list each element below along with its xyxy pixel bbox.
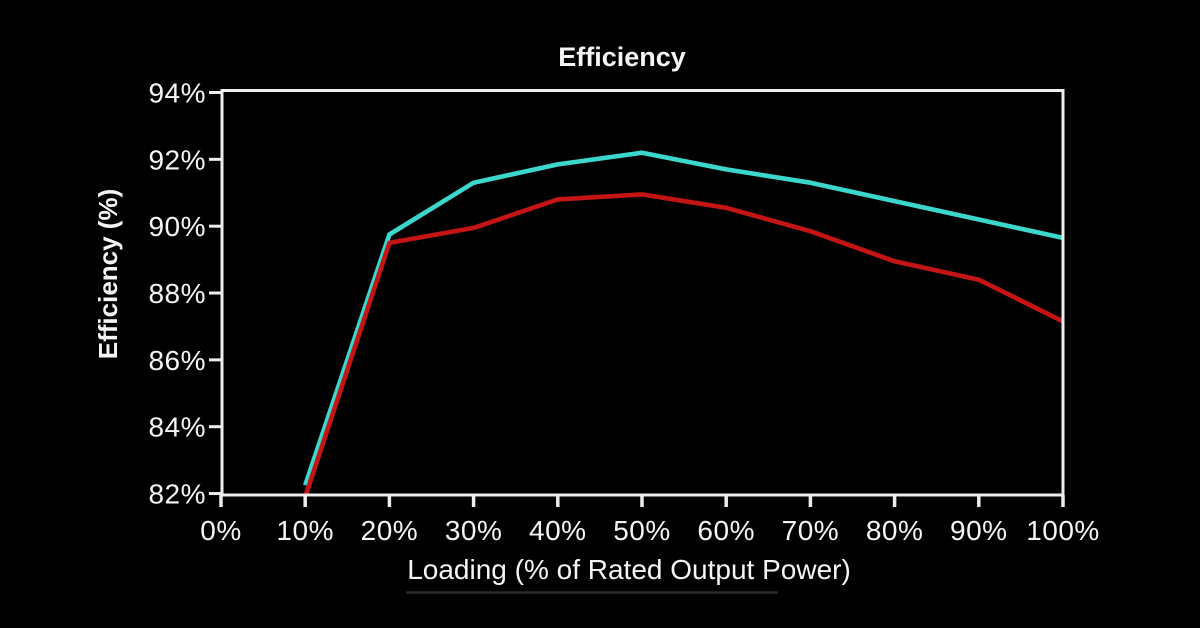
x-tick-label: 40%: [529, 515, 587, 546]
x-axis-title: Loading (% of Rated Output Power): [407, 554, 851, 585]
x-tick-label: 60%: [697, 515, 755, 546]
x-tick-label: 90%: [950, 515, 1008, 546]
x-tick-label: 10%: [276, 515, 334, 546]
y-tick-label: 92%: [148, 144, 206, 175]
series-group: [303, 150, 1065, 495]
x-tick-label: 0%: [200, 515, 241, 546]
x-tick-label: 50%: [613, 515, 671, 546]
y-tick-label: 86%: [148, 345, 206, 376]
y-tick-label: 90%: [148, 211, 206, 242]
x-tick-label: 20%: [361, 515, 419, 546]
low-efficiency-line: [303, 192, 1065, 495]
y-tick-label: 84%: [148, 412, 206, 443]
x-tick-label: 100%: [1026, 515, 1100, 546]
y-tick-label: 82%: [148, 479, 206, 510]
x-tick-label: 70%: [782, 515, 840, 546]
x-tick-label: 80%: [866, 515, 924, 546]
y-tick-label: 94%: [148, 78, 206, 109]
chart-title: Efficiency: [558, 42, 686, 72]
high-efficiency-line: [303, 150, 1064, 486]
y-tick-label: 88%: [148, 278, 206, 309]
axes-group: 0% 10% 20% 30% 40% 50% 60% 70% 80% 90% 100% 94% 92% 9…: [148, 78, 1099, 547]
x-tick-label: 30%: [445, 515, 503, 546]
y-axis-title: Efficiency (%): [93, 189, 123, 360]
